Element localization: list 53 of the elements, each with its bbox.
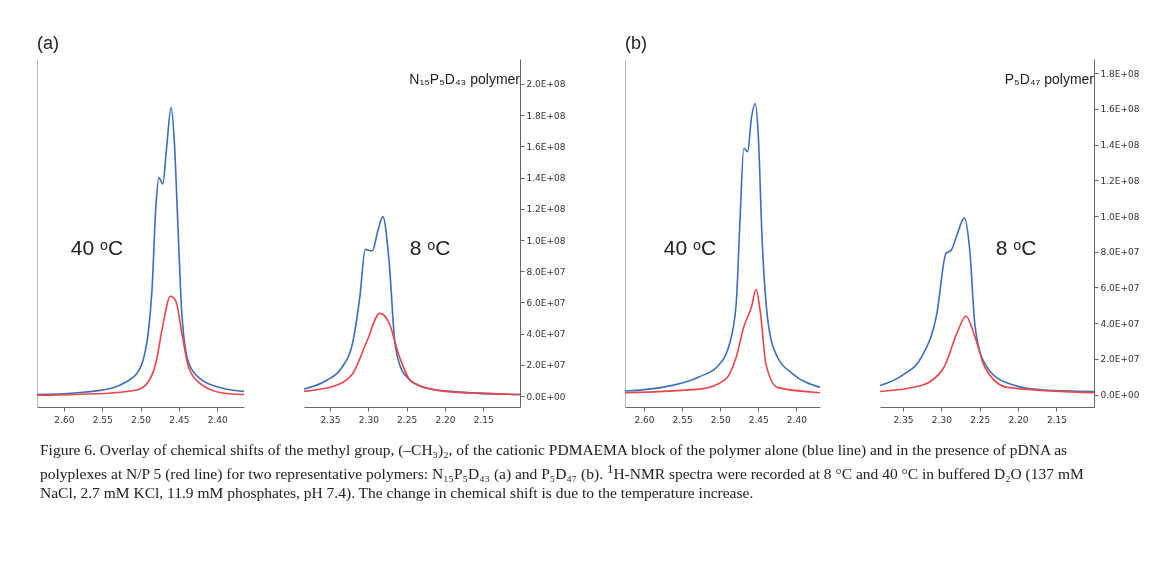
x-tick-label: 2.30 [931,414,953,425]
x-tick-label: 2.20 [435,414,456,425]
x-tick-label: 2.40 [786,414,808,425]
y-tick-label: 2.0E+07 [1100,354,1140,365]
x-tick-label: 2.55 [92,414,113,425]
y-tick-label: 1.2E+08 [526,204,566,215]
x-tick-label: 2.35 [893,414,914,425]
y-tick-label: 2.0E+07 [526,360,566,371]
x-tick-label: 2.60 [54,414,75,425]
y-tick-label: 6.0E+07 [526,297,566,308]
x-tick-label: 2.60 [634,414,655,425]
x-tick-label: 2.55 [672,414,693,425]
y-tick-label: 1.0E+08 [1100,211,1140,222]
x-tick-label: 2.50 [710,414,731,425]
y-tick-label: 8.0E+07 [1100,247,1140,258]
annotation: 40 ᵒC [663,236,717,259]
y-tick-label: 1.2E+08 [1100,175,1140,186]
x-tick-label: 2.15 [1046,414,1067,425]
y-tick-label: 0.0E+00 [1100,390,1140,401]
y-tick-label: 2.0E+08 [526,79,566,90]
annotation: 8 ᵒC [409,236,451,259]
line-series [304,312,520,396]
x-tick-label: 2.45 [748,414,769,425]
y-tick-label: 1.4E+08 [1100,140,1140,151]
x-tick-label: 2.15 [473,414,494,425]
y-tick-label: 4.0E+07 [526,329,566,340]
y-tick-label: 1.4E+08 [526,173,566,184]
x-tick-label: 2.35 [320,414,341,425]
y-tick-label: 0.0E+00 [526,391,566,402]
annotation: 8 ᵒC [995,236,1037,259]
chart-title: (b) [625,33,647,53]
annotation: 40 ᵒC [70,236,124,259]
y-tick-label: 1.8E+08 [526,110,566,121]
y-tick-label: 1.0E+08 [526,235,566,246]
y-tick-label: 8.0E+07 [526,266,566,277]
y-tick-label: 1.6E+08 [526,141,566,152]
x-tick-label: 2.50 [130,414,152,425]
x-tick-label: 2.25 [397,414,418,425]
y-tick-label: 4.0E+07 [1100,318,1140,329]
y-tick-label: 6.0E+07 [1100,282,1140,293]
y-tick-label: 1.8E+08 [1100,68,1140,79]
chart-title: (a) [37,33,59,53]
line-series [880,315,1094,394]
text: P₅D₄₇ polymer [1004,71,1095,87]
x-tick-label: 2.45 [169,414,190,425]
caption: Figure 6. Overlay of chemical shifts of the methyl group, (–CH₃)₂, of the cationic PDMAEMA block of the polymer alone (blue line) and in the presence of pDNA as polyplexes at N/P 5 (red line) for two representative polymers: N₁₅P₅D₄₃ (a) and P₅D₄₇ (b). $^{1}$H-NMR spectra were recorded at 8 °C and 40 °C in buffered D₂O (137 mM NaCl, 2.7 mM KCl, 11.9 mM phosphates, pH 7.4). The change in chemical shift is due to the temperature increase. [40,440,1085,503]
x-tick-label: 2.30 [358,414,380,425]
text: N₁₅P₅D₄₃ polymer [409,71,521,87]
y-tick-label: 1.6E+08 [1100,104,1140,115]
x-tick-label: 2.40 [207,414,228,425]
x-tick-label: 2.20 [1008,414,1029,425]
x-tick-label: 2.25 [970,414,991,425]
line-series [880,217,1094,393]
